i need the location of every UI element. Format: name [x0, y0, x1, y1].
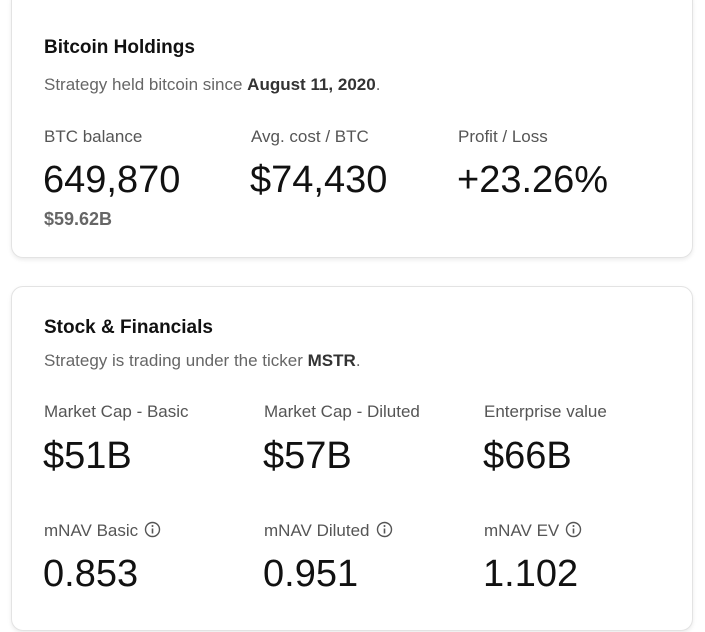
- stat-label: mNAV EV: [484, 521, 582, 541]
- stat-value-text: 0.951: [263, 553, 359, 595]
- info-icon[interactable]: [376, 521, 393, 538]
- stat-value: $74,430: [250, 159, 388, 201]
- stat-label: BTC balance: [44, 127, 143, 146]
- subtitle-emphasis: MSTR: [307, 351, 356, 370]
- stat-label-text: Market Cap - Basic: [44, 402, 189, 421]
- subtitle-text: Strategy is trading under the ticker: [44, 351, 308, 370]
- stat-value-text: 1.102: [483, 553, 579, 595]
- stat-label: Avg. cost / BTC: [251, 127, 369, 146]
- stat-value: $66B: [483, 435, 572, 478]
- stat-value-text: $51B: [43, 435, 132, 477]
- stat-value: +23.26%: [457, 159, 609, 201]
- card-title: Stock & Financials: [44, 317, 213, 338]
- card-subtitle: Strategy is trading under the ticker MST…: [44, 351, 361, 371]
- stat-label-text: Market Cap - Diluted: [264, 402, 420, 421]
- stat-value: $57B: [263, 435, 352, 478]
- stat-label-text: mNAV Basic: [44, 521, 139, 540]
- stat-label-text: Enterprise value: [484, 402, 607, 421]
- subtitle-suffix: .: [375, 75, 381, 94]
- stat-value-text: $57B: [263, 435, 352, 477]
- stat-value-text: 0.853: [43, 553, 139, 595]
- stat-label-text: mNAV Diluted: [264, 521, 370, 540]
- stat-value: $51B: [43, 435, 132, 478]
- subtitle-emphasis: August 11, 2020: [247, 75, 376, 94]
- info-icon[interactable]: [565, 521, 582, 538]
- stat-value: 0.951: [263, 553, 358, 596]
- stat-value-text: $66B: [483, 435, 572, 477]
- info-icon[interactable]: [144, 521, 161, 538]
- stat-label: Enterprise value: [484, 402, 607, 422]
- stat-label: mNAV Basic: [44, 521, 161, 541]
- stat-label: Market Cap - Diluted: [264, 402, 420, 422]
- card-subtitle: Strategy held bitcoin since August 11, 2…: [44, 75, 380, 95]
- card-title: Bitcoin Holdings: [44, 37, 195, 58]
- holdings-card: [11, 0, 693, 258]
- stat-label: mNAV Diluted: [264, 521, 393, 541]
- stat-sub: $59.62B: [44, 209, 113, 229]
- stat-value: 649,870: [43, 159, 181, 201]
- subtitle-suffix: .: [355, 351, 361, 370]
- stat-label: Market Cap - Basic: [44, 402, 189, 422]
- stat-value: 0.853: [43, 553, 138, 596]
- subtitle-text: Strategy held bitcoin since: [44, 75, 248, 94]
- stat-value: 1.102: [483, 553, 578, 596]
- stat-label: Profit / Loss: [458, 127, 548, 146]
- stat-label-text: mNAV EV: [484, 521, 560, 540]
- financials-card: [11, 286, 693, 631]
